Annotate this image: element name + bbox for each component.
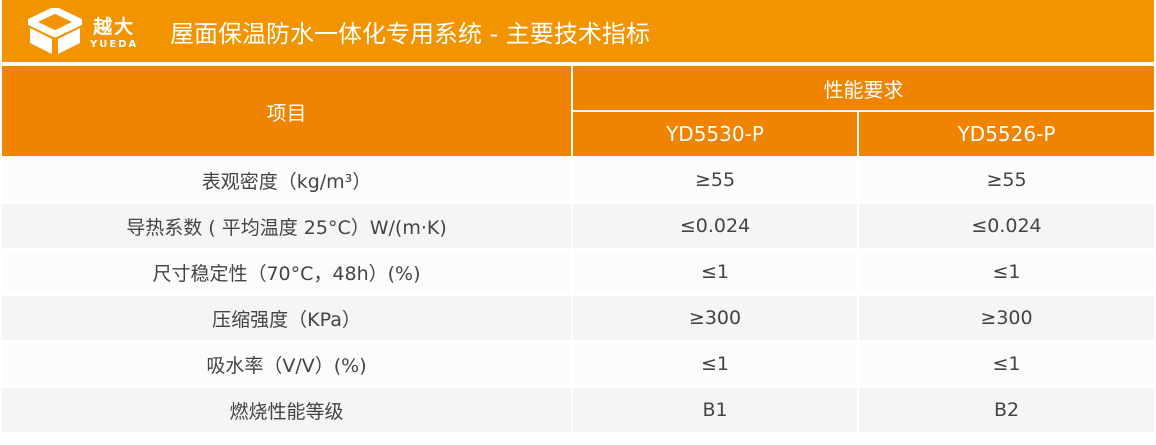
page-title: 屋面保温防水一体化专用系统 - 主要技术指标 [170,19,650,48]
item-cell: 压缩强度（KPa） [2,296,571,340]
value-cell: ≥55 [573,158,857,202]
table-row: 燃烧性能等级 B1 B2 [2,388,1154,432]
item-cell: 尺寸稳定性（70°C，48h）(%) [2,250,571,294]
value-cell: B1 [573,388,857,432]
value-cell: ≤0.024 [859,204,1154,248]
logo-en: YUEDA [90,39,139,50]
column-header: YD5530-P [573,112,857,156]
item-cell: 吸水率（V/V）(%) [2,342,571,386]
table-row: 表观密度（kg/m³） ≥55 ≥55 [2,158,1154,202]
title-bar: 越大 YUEDA 屋面保温防水一体化专用系统 - 主要技术指标 [2,0,1154,62]
cube-logo-icon [28,8,82,54]
table-row: 吸水率（V/V）(%) ≤1 ≤1 [2,342,1154,386]
logo-cn: 越大 [93,16,136,38]
table-row: 尺寸稳定性（70°C，48h）(%) ≤1 ≤1 [2,250,1154,294]
item-cell: 导热系数 ( 平均温度 25°C）W/(m·K) [2,204,571,248]
item-cell: 表观密度（kg/m³） [2,158,571,202]
value-cell: ≤1 [573,342,857,386]
value-cell: ≤1 [859,250,1154,294]
table-row: 导热系数 ( 平均温度 25°C）W/(m·K) ≤0.024 ≤0.024 [2,204,1154,248]
table-row: 压缩强度（KPa） ≥300 ≥300 [2,296,1154,340]
item-header: 项目 [2,66,571,156]
value-cell: ≥300 [573,296,857,340]
value-cell: ≤1 [573,250,857,294]
yueda-logo: 越大 YUEDA [28,8,168,54]
group-header: 性能要求 [573,66,1154,110]
value-cell: ≤0.024 [573,204,857,248]
item-cell: 燃烧性能等级 [2,388,571,432]
value-cell: ≤1 [859,342,1154,386]
column-header: YD5526-P [859,112,1154,156]
spec-table: 项目 性能要求 YD5530-P YD5526-P 表观密度（kg/m³） ≥55… [0,64,1156,434]
value-cell: B2 [859,388,1154,432]
value-cell: ≥55 [859,158,1154,202]
value-cell: ≥300 [859,296,1154,340]
